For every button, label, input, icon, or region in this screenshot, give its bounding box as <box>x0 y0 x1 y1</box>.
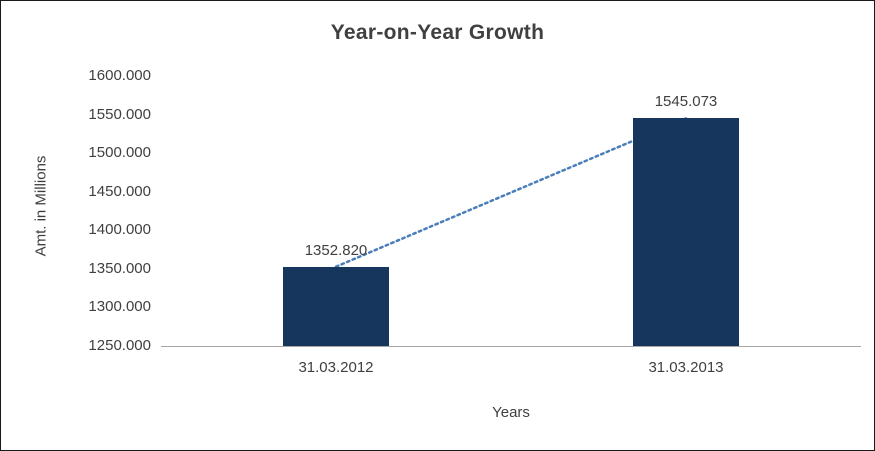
x-tick-label: 31.03.2013 <box>648 359 724 376</box>
y-axis-title: Amt. in Millions <box>32 155 50 257</box>
x-axis-title: Years <box>492 404 530 421</box>
bar-value-label: 1352.820 <box>304 241 368 259</box>
y-tick-label: 1350.000 <box>88 259 151 277</box>
plot-area: 1352.820 1545.073 <box>161 76 861 347</box>
bar <box>283 266 389 346</box>
trendline <box>334 117 688 268</box>
y-tick-label: 1300.000 <box>88 298 151 316</box>
y-tick-label: 1550.000 <box>88 105 151 123</box>
y-tick-label: 1500.000 <box>88 144 151 162</box>
y-tick-label: 1250.000 <box>88 337 151 354</box>
y-tick-label: 1400.000 <box>88 221 151 239</box>
y-tick-label: 1450.000 <box>88 182 151 200</box>
x-tick-label: 31.03.2012 <box>298 359 374 376</box>
y-tick-label: 1600.000 <box>88 67 151 84</box>
bar <box>633 118 739 346</box>
chart-title: Year-on-Year Growth <box>330 21 545 44</box>
bar-value-label: 1545.073 <box>654 93 718 111</box>
